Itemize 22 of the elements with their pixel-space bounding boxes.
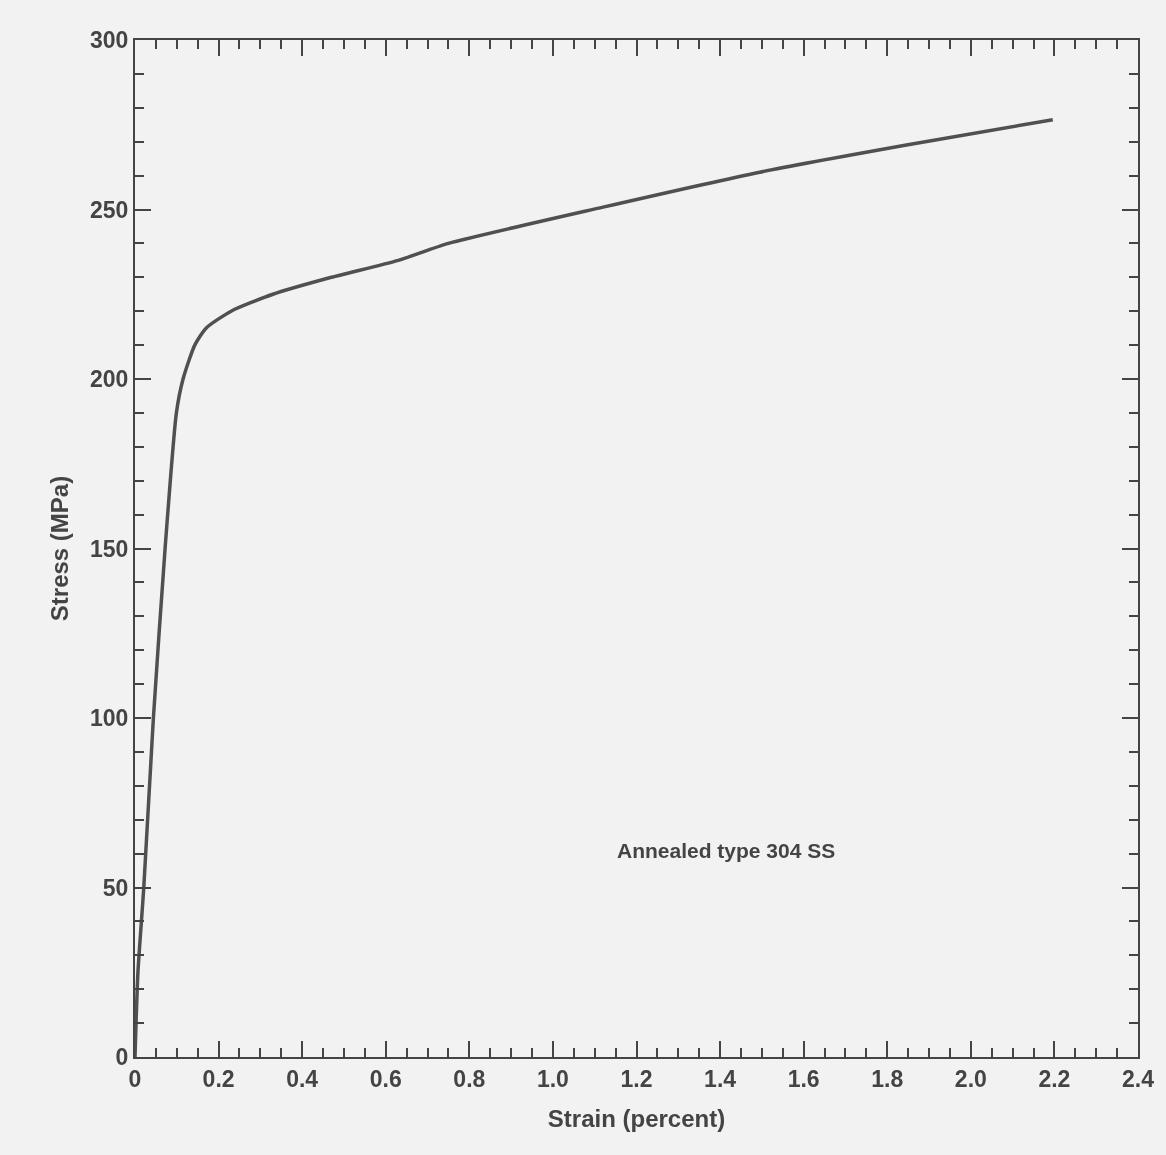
y-tick-label: 0 [115, 1044, 129, 1071]
x-tick-label: 0.6 [369, 1065, 402, 1092]
y-tick-label: 150 [90, 535, 129, 562]
y-tick-label: 100 [90, 705, 129, 732]
y-tick-label: 300 [90, 27, 129, 54]
annotation: Annealed type 304 SS [617, 839, 836, 862]
x-tick-label: 1.4 [704, 1065, 737, 1092]
x-tick-label: 2.2 [1038, 1065, 1071, 1092]
y-tick-label: 50 [102, 874, 129, 901]
x-tick-label: 1.6 [787, 1065, 820, 1092]
x-tick-label: 0.2 [202, 1065, 235, 1092]
x-tick-label: 1.0 [536, 1065, 569, 1092]
x-tick-label: 2.4 [1122, 1065, 1155, 1092]
x-tick-label: 1.8 [871, 1065, 904, 1092]
x-tick-label: 0.4 [286, 1065, 319, 1092]
y-tick-label: 200 [90, 366, 129, 393]
x-tick-label: 2.0 [954, 1065, 987, 1092]
y-tick-label: 250 [90, 196, 129, 223]
x-tick-label: 0.8 [453, 1065, 486, 1092]
x-tick-label: 1.2 [620, 1065, 653, 1092]
y-axis-title: Stress (MPa) [45, 475, 73, 622]
x-axis-title: Strain (percent) [547, 1105, 726, 1133]
